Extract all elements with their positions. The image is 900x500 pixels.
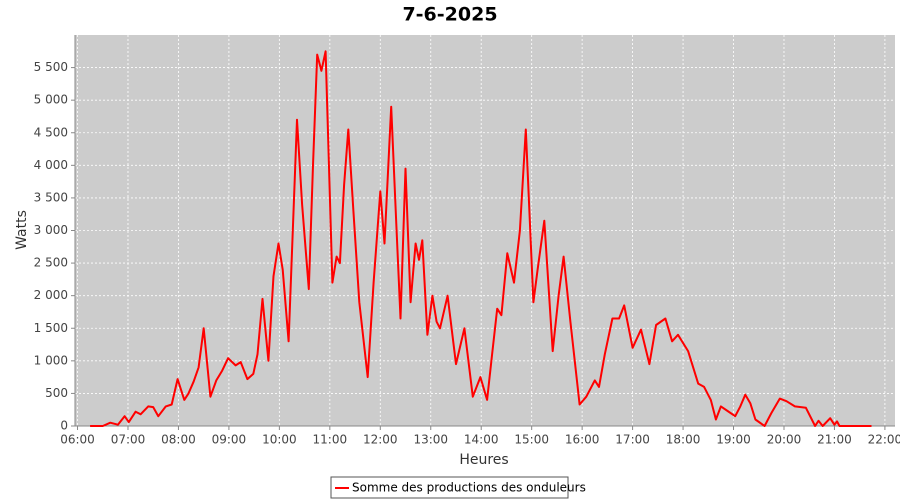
x-axis-label: Heures [459, 452, 508, 468]
x-tick-label: 12:00 [363, 433, 398, 447]
x-tick-label: 10:00 [262, 433, 297, 447]
x-tick-label: 18:00 [666, 433, 701, 447]
y-tick-label: 2 000 [34, 288, 68, 302]
x-tick-label: 19:00 [716, 433, 751, 447]
line-series [90, 50, 872, 427]
y-tick-label: 1 500 [34, 321, 68, 335]
x-tick-label: 15:00 [514, 433, 549, 447]
chart-title: 7-6-2025 [402, 4, 497, 26]
x-tick-label: 09:00 [212, 433, 247, 447]
x-tick-label: 07:00 [111, 433, 146, 447]
x-tick-label: 08:00 [161, 433, 196, 447]
x-tick-label: 17:00 [615, 433, 650, 447]
x-tick-label: 16:00 [565, 433, 600, 447]
x-tick-label: 14:00 [464, 433, 499, 447]
x-tick-label: 13:00 [413, 433, 448, 447]
x-tick-label: 20:00 [767, 433, 802, 447]
y-tick-label: 5 500 [34, 60, 68, 74]
y-tick-label: 1 000 [34, 353, 68, 367]
y-tick-label: 4 000 [34, 158, 68, 172]
y-axis-label: Watts [14, 210, 30, 250]
y-tick-label: 5 000 [34, 93, 68, 107]
y-tick-label: 3 000 [34, 223, 68, 237]
x-tick-label: 11:00 [313, 433, 348, 447]
legend-label: Somme des productions des onduleurs [352, 481, 586, 495]
y-tick-label: 500 [45, 386, 68, 400]
y-tick-label: 4 500 [34, 125, 68, 139]
y-tick-label: 3 500 [34, 190, 68, 204]
y-tick-label: 2 500 [34, 256, 68, 270]
y-tick-label: 0 [60, 419, 68, 433]
legend [330, 476, 569, 499]
x-tick-label: 21:00 [817, 433, 852, 447]
x-tick-label: 22:00 [868, 433, 900, 447]
x-tick-label: 06:00 [60, 433, 95, 447]
